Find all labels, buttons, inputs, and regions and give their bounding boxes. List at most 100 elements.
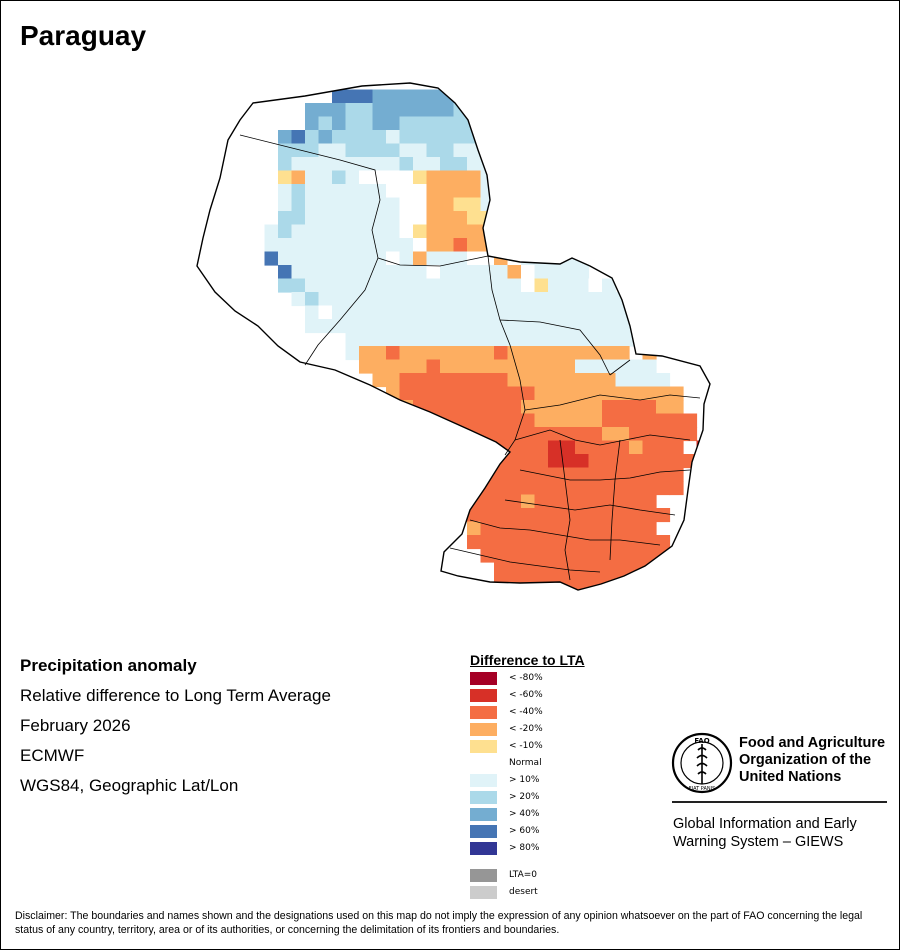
grid-cell bbox=[575, 413, 590, 428]
grid-cell bbox=[413, 89, 428, 104]
grid-cell bbox=[386, 184, 401, 199]
grid-cell bbox=[440, 319, 455, 334]
grid-cell bbox=[615, 373, 630, 388]
grid-cell bbox=[575, 548, 590, 563]
grid-cell bbox=[386, 89, 401, 104]
grid-cell bbox=[534, 589, 549, 590]
legend-label: < -10% bbox=[509, 741, 543, 751]
grid-cell bbox=[642, 400, 657, 415]
grid-cell bbox=[332, 197, 347, 212]
grid-cell bbox=[588, 292, 603, 307]
grid-cell bbox=[548, 521, 563, 536]
grid-cell bbox=[332, 224, 347, 239]
grid-cell bbox=[534, 319, 549, 334]
grid-cell bbox=[440, 305, 455, 320]
grid-cell bbox=[507, 197, 522, 212]
grid-cell bbox=[305, 292, 320, 307]
grid-cell bbox=[453, 481, 468, 496]
grid-cell bbox=[561, 332, 576, 347]
grid-cell bbox=[386, 278, 401, 293]
grid-cell bbox=[399, 346, 414, 361]
grid-cell bbox=[521, 535, 536, 550]
grid-cell bbox=[386, 130, 401, 145]
grid-cell bbox=[278, 278, 293, 293]
grid-cell bbox=[413, 440, 428, 455]
grid-cell bbox=[602, 400, 617, 415]
grid-cell bbox=[480, 548, 495, 563]
grid-cell bbox=[318, 103, 333, 118]
grid-cell bbox=[345, 265, 360, 280]
legend-label: LTA=0 bbox=[509, 870, 537, 880]
grid-cell bbox=[534, 494, 549, 509]
grid-cell bbox=[534, 278, 549, 293]
grid-cell bbox=[332, 89, 347, 104]
grid-cell bbox=[615, 481, 630, 496]
grid-cell bbox=[399, 319, 414, 334]
grid-cell bbox=[359, 211, 374, 226]
grid-cell bbox=[332, 157, 347, 172]
grid-cell bbox=[440, 238, 455, 253]
grid-cell bbox=[575, 373, 590, 388]
disclaimer: Disclaimer: The boundaries and names sho… bbox=[15, 910, 863, 936]
grid-cell bbox=[480, 454, 495, 469]
grid-cell bbox=[413, 211, 428, 226]
grid-cell bbox=[386, 305, 401, 320]
grid-cell bbox=[602, 373, 617, 388]
grid-cell bbox=[575, 238, 590, 253]
grid-cell bbox=[318, 251, 333, 266]
grid-cell bbox=[615, 562, 630, 577]
grid-cell bbox=[453, 143, 468, 158]
grid-cell bbox=[467, 103, 482, 118]
grid-cell bbox=[318, 278, 333, 293]
grid-cell bbox=[291, 278, 306, 293]
grid-cell bbox=[467, 359, 482, 374]
grid-cell bbox=[480, 427, 495, 442]
grid-cell bbox=[426, 265, 441, 280]
grid-cell bbox=[359, 89, 374, 104]
grid-cell bbox=[386, 346, 401, 361]
legend-item: < -60% bbox=[470, 688, 543, 702]
grid-cell bbox=[453, 170, 468, 185]
grid-cell bbox=[453, 319, 468, 334]
grid-cell bbox=[318, 211, 333, 226]
legend-item: > 20% bbox=[470, 790, 539, 804]
grid-cell bbox=[588, 535, 603, 550]
grid-cell bbox=[467, 467, 482, 482]
grid-cell bbox=[656, 440, 671, 455]
grid-cell bbox=[534, 359, 549, 374]
grid-cell bbox=[588, 454, 603, 469]
grid-cell bbox=[521, 427, 536, 442]
grid-cell bbox=[278, 170, 293, 185]
grid-cell bbox=[440, 143, 455, 158]
grid-cell bbox=[426, 440, 441, 455]
grid-cell bbox=[332, 211, 347, 226]
grid-cell bbox=[602, 292, 617, 307]
grid-cell bbox=[507, 508, 522, 523]
national-boundary bbox=[196, 82, 711, 591]
legend-swatch bbox=[470, 739, 497, 753]
grid-cell bbox=[359, 170, 374, 185]
product-description: Relative difference to Long Term Average bbox=[20, 686, 331, 705]
grid-cell bbox=[548, 589, 563, 590]
grid-cell bbox=[318, 130, 333, 145]
grid-cell bbox=[345, 130, 360, 145]
grid-cell bbox=[494, 197, 509, 212]
grid-cell bbox=[332, 184, 347, 199]
grid-cell bbox=[602, 508, 617, 523]
grid-cell bbox=[359, 346, 374, 361]
grid-cell bbox=[399, 238, 414, 253]
grid-cell bbox=[399, 265, 414, 280]
grid-cell bbox=[494, 143, 509, 158]
grid-cell bbox=[521, 562, 536, 577]
grid-cell bbox=[467, 373, 482, 388]
grid-cell bbox=[305, 116, 320, 131]
grid-cell bbox=[399, 359, 414, 374]
legend-label: < -60% bbox=[509, 690, 543, 700]
grid-cell bbox=[642, 494, 657, 509]
grid-cell bbox=[548, 508, 563, 523]
grid-cell bbox=[467, 211, 482, 226]
grid-cell bbox=[372, 238, 387, 253]
grid-cell bbox=[575, 346, 590, 361]
grid-cell bbox=[278, 224, 293, 239]
grid-cell bbox=[426, 400, 441, 415]
